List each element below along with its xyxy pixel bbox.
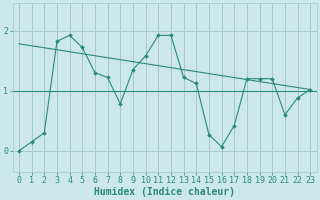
X-axis label: Humidex (Indice chaleur): Humidex (Indice chaleur) [94,186,235,197]
